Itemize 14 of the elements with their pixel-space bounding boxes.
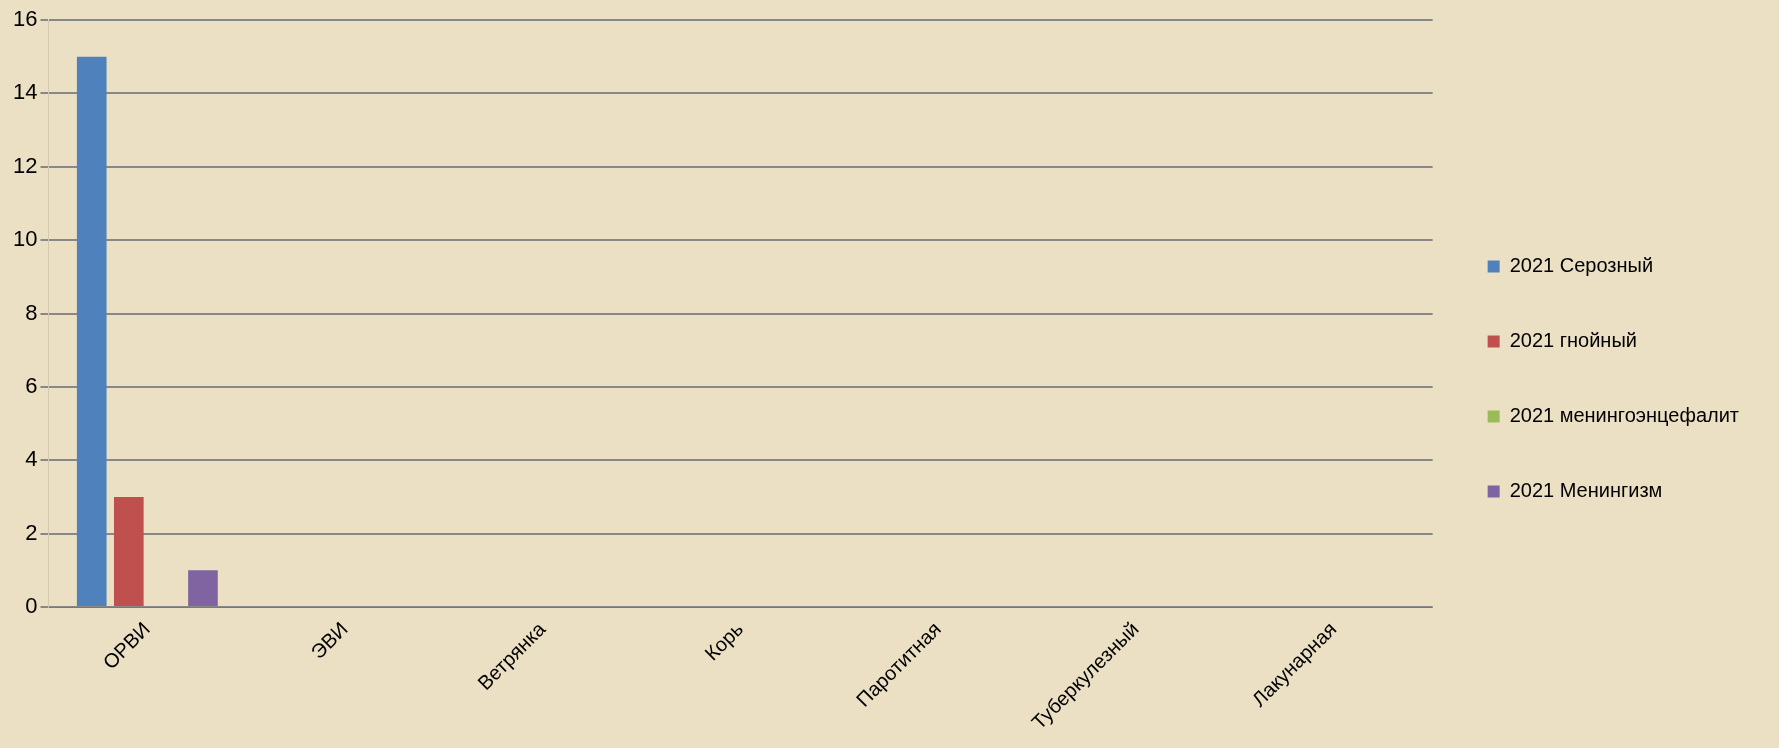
x-tick-label: Корь — [700, 617, 748, 665]
y-tick-label: 12 — [12, 152, 38, 178]
y-tick-label: 0 — [25, 593, 38, 619]
legend-label: 2021 менингоэнцефалит — [1509, 404, 1740, 427]
y-tick-label: 2 — [25, 519, 38, 545]
y-tick-label: 8 — [25, 299, 38, 325]
legend-label: 2021 Менингизм — [1509, 479, 1663, 502]
y-tick-label: 14 — [12, 79, 38, 105]
legend-label: 2021 Серозный — [1509, 254, 1654, 277]
y-tick-label: 10 — [12, 226, 38, 252]
legend-label: 2021 гнойный — [1509, 329, 1637, 352]
y-tick-label: 6 — [25, 372, 38, 398]
y-tick-label: 16 — [12, 6, 38, 32]
y-tick-label: 4 — [25, 446, 38, 472]
